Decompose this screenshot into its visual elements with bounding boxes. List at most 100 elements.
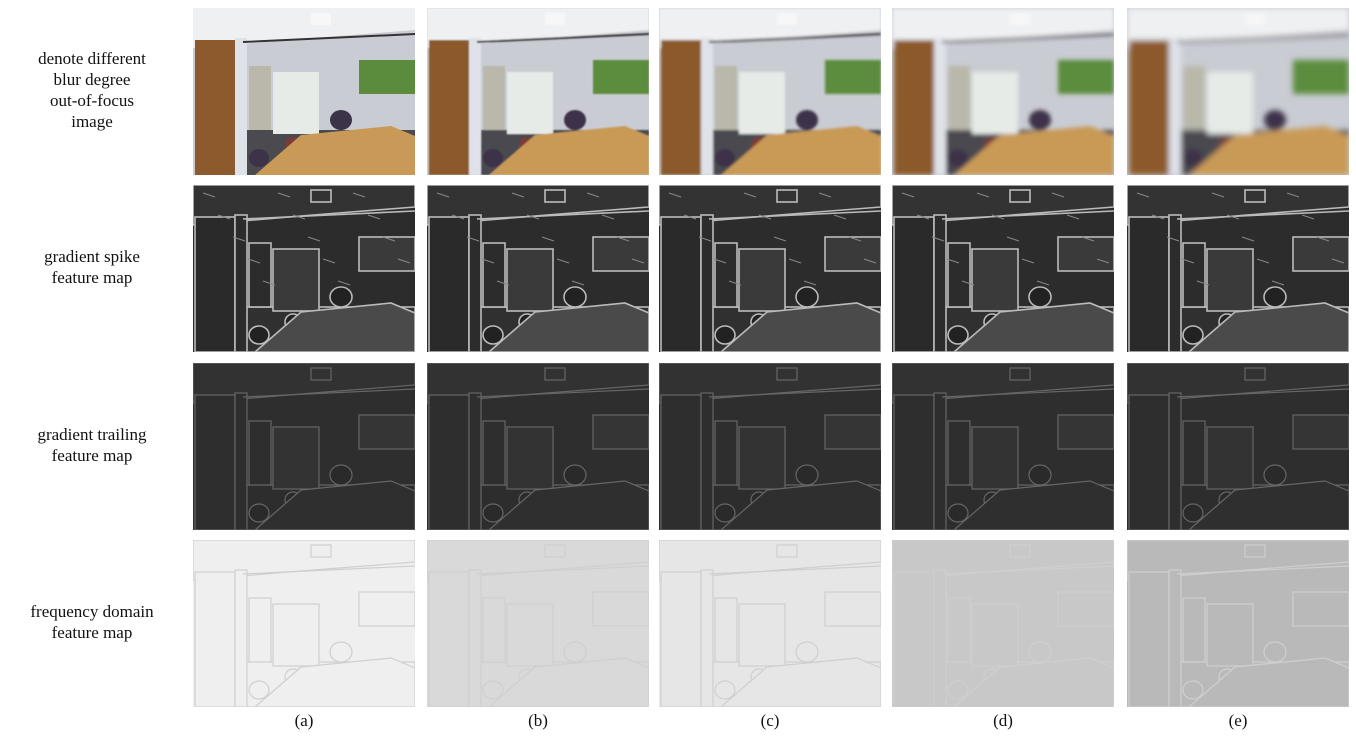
column bbox=[1169, 38, 1181, 175]
image-panel bbox=[659, 8, 881, 175]
image-panel bbox=[427, 185, 649, 352]
whiteboard bbox=[273, 72, 319, 134]
whiteboard bbox=[273, 249, 319, 311]
image-panel bbox=[1127, 363, 1349, 530]
cabinet bbox=[249, 598, 271, 662]
cabinet bbox=[948, 598, 970, 662]
door bbox=[429, 395, 469, 530]
chair bbox=[564, 110, 586, 130]
image-panel bbox=[659, 185, 881, 352]
whiteboard bbox=[739, 604, 785, 666]
door bbox=[195, 395, 235, 530]
picture bbox=[1293, 592, 1349, 626]
image-panel bbox=[193, 185, 415, 352]
column bbox=[934, 38, 946, 175]
chair bbox=[1029, 110, 1051, 130]
cabinet bbox=[948, 66, 970, 130]
vent bbox=[1245, 13, 1265, 25]
picture bbox=[359, 237, 415, 271]
vent bbox=[1010, 13, 1030, 25]
whiteboard bbox=[273, 427, 319, 489]
whiteboard bbox=[739, 72, 785, 134]
picture bbox=[1058, 592, 1114, 626]
door bbox=[429, 217, 469, 352]
column bbox=[469, 570, 481, 707]
door bbox=[894, 572, 934, 707]
column bbox=[235, 38, 247, 175]
vent bbox=[777, 545, 797, 557]
picture bbox=[1293, 237, 1349, 271]
cabinet bbox=[715, 598, 737, 662]
door bbox=[1129, 217, 1169, 352]
column-label: (b) bbox=[528, 711, 548, 730]
door bbox=[894, 40, 934, 175]
vent bbox=[1010, 190, 1030, 202]
scene bbox=[892, 363, 1114, 530]
vent bbox=[311, 368, 331, 380]
cabinet bbox=[483, 243, 505, 307]
chair bbox=[715, 326, 735, 344]
column-label: (c) bbox=[761, 711, 780, 730]
chair bbox=[1183, 149, 1203, 167]
whiteboard bbox=[507, 249, 553, 311]
picture bbox=[1293, 60, 1349, 94]
picture bbox=[1058, 60, 1114, 94]
cabinet bbox=[1183, 421, 1205, 485]
scene bbox=[1127, 363, 1349, 530]
door bbox=[894, 217, 934, 352]
whiteboard bbox=[1207, 249, 1253, 311]
whiteboard bbox=[507, 427, 553, 489]
chair bbox=[1183, 326, 1203, 344]
cabinet bbox=[948, 421, 970, 485]
row-label: feature map bbox=[52, 623, 133, 642]
cabinet bbox=[483, 66, 505, 130]
whiteboard bbox=[1207, 604, 1253, 666]
whiteboard bbox=[972, 72, 1018, 134]
scene bbox=[193, 185, 415, 352]
scene bbox=[193, 540, 415, 707]
scene bbox=[659, 540, 881, 707]
chair bbox=[948, 504, 968, 522]
chair bbox=[1264, 465, 1286, 485]
chair bbox=[796, 465, 818, 485]
image-panel bbox=[427, 363, 649, 530]
chair bbox=[1029, 642, 1051, 662]
scene bbox=[892, 540, 1114, 707]
whiteboard bbox=[972, 604, 1018, 666]
vent bbox=[311, 545, 331, 557]
chair bbox=[249, 681, 269, 699]
chair bbox=[1029, 287, 1051, 307]
chair bbox=[1183, 504, 1203, 522]
chair bbox=[330, 465, 352, 485]
chair bbox=[249, 326, 269, 344]
cabinet bbox=[715, 243, 737, 307]
cabinet bbox=[715, 421, 737, 485]
row-label: blur degree bbox=[54, 70, 131, 89]
door bbox=[429, 572, 469, 707]
column bbox=[701, 393, 713, 530]
image-panel bbox=[892, 540, 1114, 707]
vent bbox=[1010, 545, 1030, 557]
cabinet bbox=[715, 66, 737, 130]
row-label: feature map bbox=[52, 446, 133, 465]
image-panel bbox=[892, 363, 1114, 530]
door bbox=[195, 40, 235, 175]
row-label: out-of-focus bbox=[50, 91, 134, 110]
whiteboard bbox=[507, 604, 553, 666]
image-panel bbox=[193, 540, 415, 707]
picture bbox=[1058, 237, 1114, 271]
chair bbox=[249, 149, 269, 167]
chair bbox=[796, 642, 818, 662]
image-panel bbox=[427, 8, 649, 175]
whiteboard bbox=[972, 249, 1018, 311]
picture bbox=[825, 237, 881, 271]
scene bbox=[1127, 185, 1349, 352]
chair bbox=[1264, 642, 1286, 662]
scene bbox=[427, 185, 649, 352]
scene bbox=[427, 363, 649, 530]
column bbox=[469, 38, 481, 175]
vent bbox=[777, 368, 797, 380]
picture bbox=[1058, 415, 1114, 449]
door bbox=[195, 572, 235, 707]
vent bbox=[545, 545, 565, 557]
